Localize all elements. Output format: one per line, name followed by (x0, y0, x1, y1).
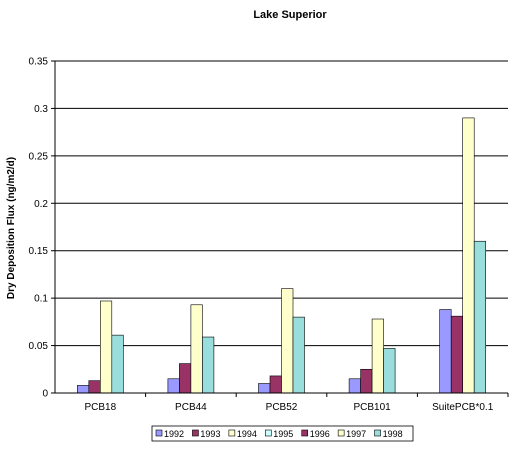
legend-swatch (301, 429, 309, 437)
x-category-label: SuitePCB*0.1 (432, 402, 494, 413)
bar (371, 318, 384, 394)
bar (348, 378, 361, 394)
legend-swatch (264, 429, 272, 437)
legend-swatch (192, 429, 199, 437)
y-tick-label: 0.25 (29, 151, 49, 162)
bar (473, 240, 487, 394)
legend: 1992 1993 1994 1995 1996 1997 1998 (151, 425, 414, 442)
bar (77, 385, 90, 394)
legend-label: 1994 (237, 429, 257, 439)
y-tick-label: 0.35 (29, 57, 49, 68)
y-tick-label: 0.3 (34, 104, 48, 115)
bar (360, 368, 373, 394)
legend-label: 1997 (346, 429, 366, 439)
bar (190, 304, 203, 394)
y-tick-label: 0.05 (29, 341, 49, 352)
legend-label: 1993 (200, 429, 220, 439)
legend-label: 1995 (273, 429, 293, 439)
legend-label: 1996 (310, 429, 330, 439)
legend-label: 1998 (383, 429, 403, 439)
legend-box (151, 425, 414, 442)
bar (167, 378, 180, 394)
y-tick-label: 0 (42, 389, 48, 400)
bar (202, 336, 215, 394)
bar (269, 375, 282, 394)
chart-title: Lake Superior (253, 9, 327, 21)
legend-swatch (337, 429, 345, 437)
bar (88, 380, 101, 394)
legend-label: 1992 (164, 429, 184, 439)
bar (179, 363, 192, 394)
x-category-label: PCB44 (175, 402, 207, 413)
y-tick-labels: 0 0.05 0.1 0.15 0.2 0.25 0.3 0.35 (29, 57, 55, 400)
gridlines (55, 60, 508, 347)
bar (450, 315, 464, 394)
y-axis-label: Dry Deposition Flux (ng/m2/d) (6, 157, 17, 299)
bar (439, 309, 452, 394)
legend-swatch (228, 429, 236, 437)
y-tick-label: 0.2 (34, 199, 48, 210)
x-category-label: PCB101 (353, 402, 391, 413)
x-category-label: PCB52 (266, 402, 298, 413)
bar (281, 288, 294, 394)
legend-swatch (155, 429, 163, 437)
x-category-label: PCB18 (84, 402, 116, 413)
y-tick-label: 0.1 (34, 294, 48, 305)
bars (77, 117, 487, 394)
y-tick-label: 0.15 (29, 246, 49, 257)
axes (54, 61, 509, 397)
bar (111, 334, 124, 394)
bar (258, 383, 271, 394)
legend-swatch (374, 429, 381, 437)
x-category-labels: PCB18 PCB44 PCB52 PCB101 SuitePCB*0.1 (84, 402, 493, 413)
bar (383, 348, 396, 394)
bar (100, 300, 113, 394)
bar (292, 316, 305, 394)
bar (462, 117, 475, 394)
